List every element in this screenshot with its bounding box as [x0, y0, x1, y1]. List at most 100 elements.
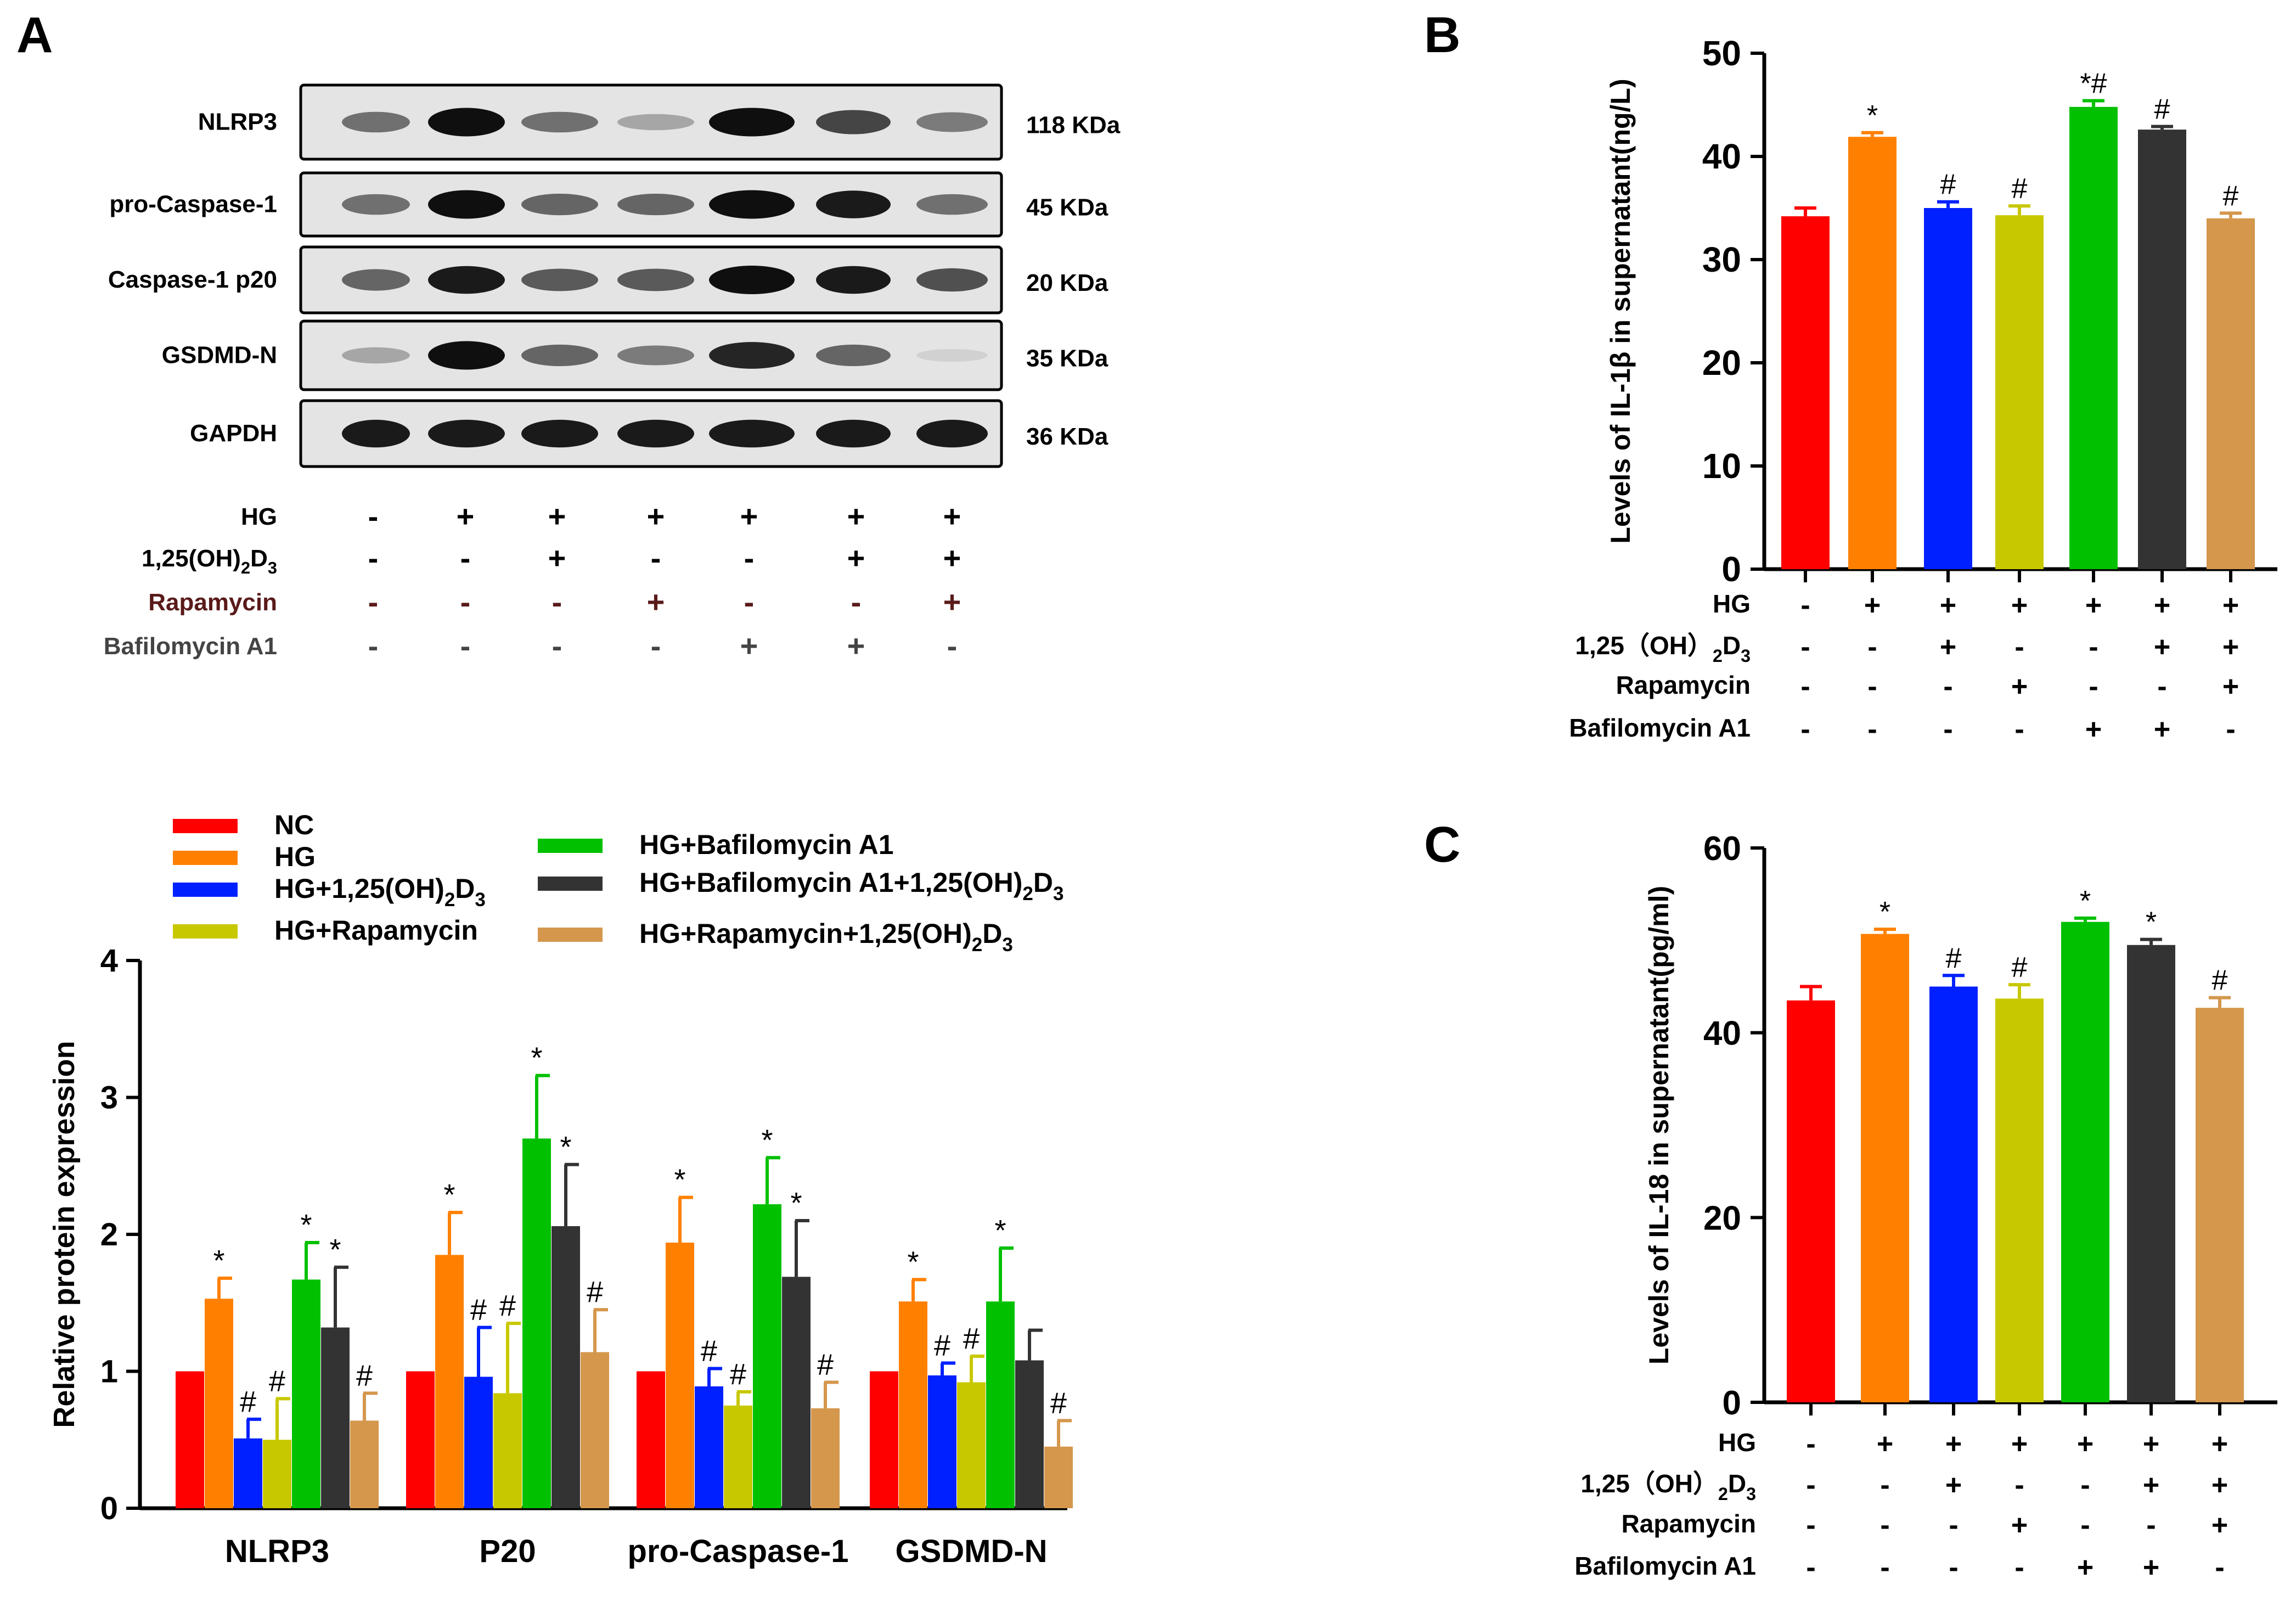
- legend-label-sub2: 3: [1002, 934, 1012, 956]
- treatment-sign: -: [744, 541, 755, 575]
- bar: [552, 1226, 580, 1508]
- treatment-sign: -: [1806, 1552, 1815, 1583]
- bar: [2138, 130, 2186, 569]
- treatment-sign: -: [2226, 714, 2235, 745]
- significance-mark: *: [1879, 896, 1890, 928]
- treatment-label: Bafilomycin A1: [1574, 1552, 1756, 1580]
- legend-label-sub: 2: [1022, 883, 1033, 905]
- legend-label-text: HG+Rapamycin+1,25(OH): [639, 918, 972, 949]
- bar: [522, 1138, 551, 1508]
- significance-mark: *: [790, 1187, 802, 1220]
- treatment-sign: -: [1949, 1552, 1958, 1583]
- bar: [350, 1420, 379, 1508]
- treatment-label: 1,25（OH）2D3: [1580, 1469, 1756, 1504]
- treatment-sign: -: [1806, 1469, 1815, 1501]
- treatment-sign: -: [368, 628, 379, 663]
- treatment-sign: -: [2014, 631, 2024, 663]
- x-category-label: NLRP3: [225, 1533, 329, 1569]
- treatment-sign: -: [2146, 1509, 2156, 1541]
- treatment-sign: -: [2080, 1509, 2090, 1541]
- blot-band: [617, 345, 694, 366]
- treatment-sign: -: [2089, 631, 2098, 663]
- blot-band: [342, 269, 410, 291]
- bar: [1995, 998, 2044, 1402]
- legend-swatch: [538, 877, 603, 891]
- bar: [1995, 215, 2044, 569]
- blot-band: [709, 419, 795, 448]
- significance-mark: #: [701, 1335, 717, 1368]
- treatment-label-sub: 2: [1718, 1484, 1728, 1504]
- treatment-sign: -: [460, 541, 471, 575]
- x-category-label: P20: [479, 1533, 536, 1569]
- treatment-sign: -: [1867, 714, 1877, 745]
- treatment-sign: -: [552, 585, 562, 619]
- treatment-sign: -: [2157, 671, 2166, 703]
- blot-band: [816, 344, 891, 367]
- bar: [870, 1371, 898, 1508]
- treatment-sign: -: [368, 585, 379, 619]
- significance-mark: *: [329, 1233, 341, 1266]
- blot-band: [428, 419, 505, 448]
- blot-band: [342, 419, 410, 448]
- treatment-label: 1,25（OH）2D3: [1575, 631, 1751, 666]
- treatment-label-text2: D: [1723, 631, 1741, 660]
- treatment-sign: -: [744, 585, 755, 619]
- bar: [899, 1301, 927, 1508]
- bar: [406, 1371, 435, 1508]
- treatment-sign: +: [1877, 1428, 1893, 1460]
- treatment-sign: +: [2143, 1552, 2159, 1583]
- blot-band: [816, 419, 891, 448]
- treatment-sign: +: [847, 541, 865, 575]
- bar: [234, 1438, 262, 1508]
- treatment-label-sub2: 3: [1746, 1484, 1756, 1504]
- blot-band: [521, 268, 598, 291]
- legend-label: HG+Bafilomycin A1: [639, 829, 894, 860]
- treatment-label-sub2: 3: [268, 558, 277, 577]
- bar: [1781, 216, 1830, 569]
- bar: [1861, 934, 1909, 1402]
- treatment-sign: +: [457, 499, 475, 533]
- treatment-label-text: HG: [1718, 1428, 1756, 1457]
- bar: [637, 1371, 665, 1508]
- treatment-sign: -: [1800, 671, 1810, 703]
- treatment-sign: +: [548, 541, 566, 575]
- legend-label-text2: D: [1033, 867, 1053, 898]
- y-tick-label: 10: [1702, 446, 1741, 486]
- bar: [464, 1377, 493, 1508]
- treatment-sign: +: [943, 585, 961, 619]
- significance-mark: #: [269, 1364, 285, 1397]
- legend-swatch: [538, 928, 603, 942]
- bar: [1044, 1446, 1073, 1508]
- legend-label: HG+1,25(OH)2D3: [274, 873, 486, 911]
- significance-mark: *: [907, 1245, 919, 1278]
- treatment-sign: +: [943, 541, 961, 575]
- blot-band: [816, 190, 891, 218]
- legend-label-text: NC: [274, 810, 314, 840]
- x-category-label: GSDMD-N: [895, 1533, 1047, 1569]
- legend-label-text: HG+1,25(OH): [274, 873, 444, 904]
- blot-band: [521, 344, 598, 367]
- bar: [263, 1440, 291, 1508]
- treatment-sign: +: [1940, 631, 1956, 663]
- y-tick-label: 20: [1702, 343, 1741, 383]
- blot-band: [428, 108, 505, 137]
- treatment-label: Bafilomycin A1: [104, 633, 277, 660]
- blot-band: [342, 111, 410, 133]
- treatment-sign: +: [2011, 589, 2028, 621]
- treatment-sign: -: [1943, 714, 1952, 745]
- treatment-label: 1,25(OH)2D3: [142, 545, 277, 577]
- blot-band: [709, 108, 795, 137]
- bar: [1848, 137, 1897, 569]
- treatment-label: Rapamycin: [1616, 671, 1751, 699]
- significance-mark: #: [2012, 173, 2028, 205]
- protein-label: GSDMD-N: [162, 342, 277, 369]
- legend-swatch: [173, 819, 238, 833]
- protein-label: pro-Caspase-1: [109, 191, 277, 218]
- treatment-sign: +: [2143, 1428, 2159, 1460]
- blot-band: [428, 266, 505, 294]
- treatment-label-text: Rapamycin: [148, 589, 277, 616]
- significance-mark: #: [817, 1348, 834, 1381]
- bar: [986, 1301, 1015, 1508]
- treatment-sign: +: [647, 499, 665, 533]
- y-tick-label: 3: [100, 1080, 118, 1116]
